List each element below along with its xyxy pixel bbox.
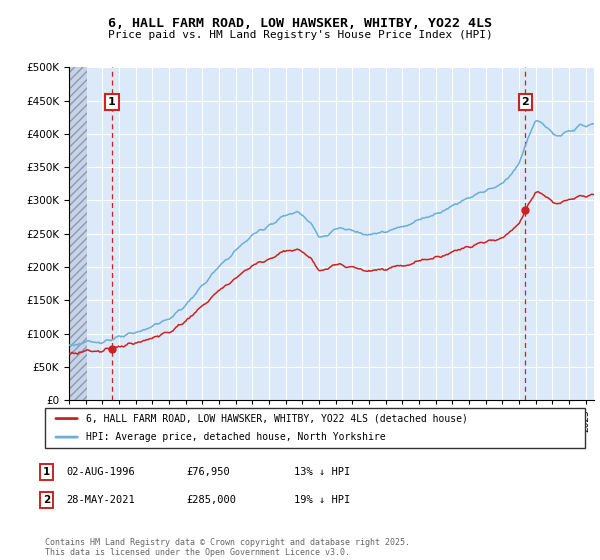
- Text: 28-MAY-2021: 28-MAY-2021: [66, 495, 135, 505]
- Text: 19% ↓ HPI: 19% ↓ HPI: [294, 495, 350, 505]
- Text: 1: 1: [43, 467, 50, 477]
- Text: Contains HM Land Registry data © Crown copyright and database right 2025.
This d: Contains HM Land Registry data © Crown c…: [45, 538, 410, 557]
- Text: £285,000: £285,000: [186, 495, 236, 505]
- Text: 2: 2: [521, 97, 529, 107]
- Text: 6, HALL FARM ROAD, LOW HAWSKER, WHITBY, YO22 4LS: 6, HALL FARM ROAD, LOW HAWSKER, WHITBY, …: [108, 17, 492, 30]
- Text: 02-AUG-1996: 02-AUG-1996: [66, 467, 135, 477]
- FancyBboxPatch shape: [45, 408, 585, 448]
- Text: 2: 2: [43, 495, 50, 505]
- Text: HPI: Average price, detached house, North Yorkshire: HPI: Average price, detached house, Nort…: [86, 432, 385, 442]
- Text: 6, HALL FARM ROAD, LOW HAWSKER, WHITBY, YO22 4LS (detached house): 6, HALL FARM ROAD, LOW HAWSKER, WHITBY, …: [86, 414, 467, 423]
- Bar: [69, 67, 87, 400]
- Text: £76,950: £76,950: [186, 467, 230, 477]
- Text: Price paid vs. HM Land Registry's House Price Index (HPI): Price paid vs. HM Land Registry's House …: [107, 30, 493, 40]
- Text: 13% ↓ HPI: 13% ↓ HPI: [294, 467, 350, 477]
- Text: 1: 1: [108, 97, 116, 107]
